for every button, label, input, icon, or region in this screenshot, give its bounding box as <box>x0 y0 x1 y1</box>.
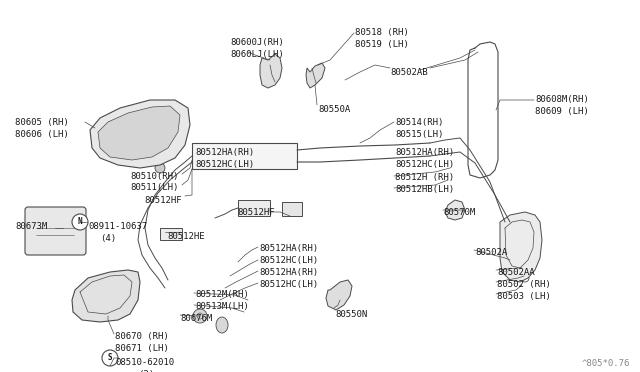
Text: 80502AB: 80502AB <box>390 68 428 77</box>
Text: 08510-62010: 08510-62010 <box>115 358 174 367</box>
Bar <box>238 200 270 216</box>
Circle shape <box>193 309 207 323</box>
Text: 80550N: 80550N <box>335 310 367 319</box>
Text: 80512HA(RH): 80512HA(RH) <box>195 148 254 157</box>
FancyBboxPatch shape <box>25 207 86 255</box>
Polygon shape <box>500 212 542 282</box>
Text: 80502 (RH): 80502 (RH) <box>497 280 551 289</box>
Text: (4): (4) <box>100 234 116 243</box>
Text: 80512H (RH): 80512H (RH) <box>395 173 454 182</box>
Text: 8060LJ(LH): 8060LJ(LH) <box>230 50 284 59</box>
Polygon shape <box>445 200 465 220</box>
Text: 80512HC(LH): 80512HC(LH) <box>259 280 318 289</box>
Text: 80606 (LH): 80606 (LH) <box>15 130 68 139</box>
Circle shape <box>101 291 115 305</box>
Bar <box>282 202 302 216</box>
Text: S: S <box>108 353 112 362</box>
Text: 80512HB(LH): 80512HB(LH) <box>395 185 454 194</box>
Text: 80605 (RH): 80605 (RH) <box>15 118 68 127</box>
Text: 80609 (LH): 80609 (LH) <box>535 107 589 116</box>
Circle shape <box>72 214 88 230</box>
Text: 80512HC(LH): 80512HC(LH) <box>395 160 454 169</box>
Text: 80511(LH): 80511(LH) <box>130 183 179 192</box>
Text: 08911-10637: 08911-10637 <box>88 222 147 231</box>
Text: 80513M(LH): 80513M(LH) <box>195 302 249 311</box>
Polygon shape <box>306 63 325 88</box>
Text: N: N <box>77 218 83 227</box>
Text: 80512HA(RH): 80512HA(RH) <box>395 148 454 157</box>
Text: 80512HA(RH): 80512HA(RH) <box>259 244 318 253</box>
Text: 80512HC(LH): 80512HC(LH) <box>195 160 254 169</box>
Polygon shape <box>260 54 282 88</box>
Text: 80515(LH): 80515(LH) <box>395 130 444 139</box>
Text: 80512HA(RH): 80512HA(RH) <box>259 268 318 277</box>
Polygon shape <box>72 270 140 322</box>
Text: 80514(RH): 80514(RH) <box>395 118 444 127</box>
Polygon shape <box>326 280 352 310</box>
Ellipse shape <box>216 317 228 333</box>
Text: 80512HC(LH): 80512HC(LH) <box>259 256 318 265</box>
Text: 80512HF: 80512HF <box>144 196 182 205</box>
Text: 80673M: 80673M <box>15 222 47 231</box>
Text: ^805*0.76: ^805*0.76 <box>582 359 630 368</box>
Text: (2): (2) <box>138 370 154 372</box>
Bar <box>192 143 297 169</box>
Text: 80512HF: 80512HF <box>237 208 275 217</box>
Text: 80670 (RH): 80670 (RH) <box>115 332 169 341</box>
Circle shape <box>93 283 123 313</box>
Text: 80550A: 80550A <box>318 105 350 114</box>
Text: 80502AA: 80502AA <box>497 268 534 277</box>
Text: 80503 (LH): 80503 (LH) <box>497 292 551 301</box>
Text: 80600J(RH): 80600J(RH) <box>230 38 284 47</box>
Text: 80570M: 80570M <box>443 208 476 217</box>
Text: 80512M(RH): 80512M(RH) <box>195 290 249 299</box>
Text: 80518 (RH): 80518 (RH) <box>355 28 409 37</box>
Polygon shape <box>98 106 180 160</box>
Text: 80510(RH): 80510(RH) <box>130 172 179 181</box>
Text: 80671 (LH): 80671 (LH) <box>115 344 169 353</box>
Polygon shape <box>90 100 190 168</box>
Circle shape <box>155 163 165 173</box>
Text: 80608M(RH): 80608M(RH) <box>535 95 589 104</box>
Text: 80519 (LH): 80519 (LH) <box>355 40 409 49</box>
Text: 80676M: 80676M <box>180 314 212 323</box>
Text: 80502A: 80502A <box>475 248 508 257</box>
Circle shape <box>102 350 118 366</box>
Bar <box>160 228 182 240</box>
Text: 80512HE: 80512HE <box>167 232 205 241</box>
